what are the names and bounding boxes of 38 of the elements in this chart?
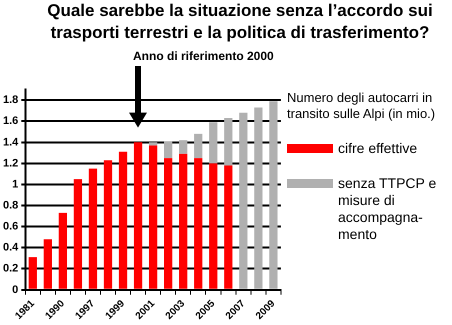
legend-label: cifre effettive [338, 140, 418, 157]
y-tick-label: 0.2 [2, 262, 18, 275]
bar [58, 212, 68, 289]
bar [209, 163, 218, 289]
bar [239, 112, 248, 289]
bar [104, 160, 112, 289]
y-tick-label: 1 [12, 178, 18, 190]
bar [28, 257, 37, 289]
y-tick-label: 1.6 [2, 115, 18, 128]
y-tick-label: 1.2 [2, 157, 18, 170]
y-tick-label: 0.6 [2, 220, 18, 233]
legend-label: senza TTPCP e misure di accompagna-mento [338, 175, 438, 243]
y-tick-label: 0 [12, 284, 18, 296]
bar [269, 101, 278, 289]
y-tick-label: 0.8 [2, 200, 18, 212]
y-tick-label: 0.4 [2, 242, 20, 254]
bar [148, 145, 158, 289]
bar [179, 154, 188, 289]
bar [194, 134, 202, 158]
bar [118, 152, 128, 289]
bar [209, 122, 218, 164]
bar [179, 140, 188, 154]
bar [44, 239, 52, 289]
y-tick-label: 1.4 [2, 136, 20, 148]
bar [224, 118, 232, 166]
bar [88, 168, 98, 289]
text: Anno di riferimento 2000 [133, 49, 274, 63]
legend-title: Numero degli autocarri in transito sulle Alpi (in mio.) [287, 90, 436, 122]
bar [164, 141, 172, 158]
bar [224, 165, 232, 289]
bar [164, 158, 172, 289]
y-tick-label: 1.8 [2, 94, 18, 106]
bar [134, 142, 142, 289]
bar [74, 179, 82, 289]
bar [194, 158, 202, 289]
bar [254, 108, 262, 289]
bar [148, 142, 158, 146]
chart-title: Quale sarebbe la situazione senza l’accordo sui trasporti terrestri e la politica di trasferimento? [46, 0, 434, 44]
